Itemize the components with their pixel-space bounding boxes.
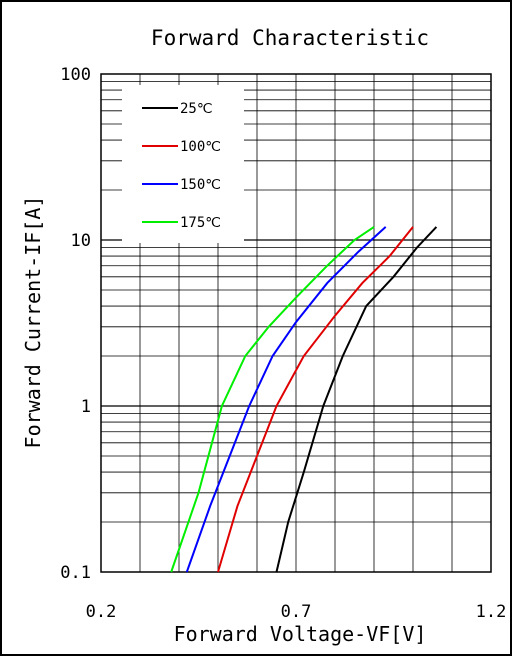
y-tick-label: 10: [71, 231, 91, 251]
y-axis-title: Forward Current-IF[A]: [21, 196, 45, 449]
series-line-3: [170, 226, 375, 573]
series-line-2: [185, 226, 387, 573]
x-axis-title: Forward Voltage-VF[V]: [174, 622, 427, 646]
legend-label-0: 25℃: [180, 101, 213, 117]
x-tick-label: 0.2: [86, 602, 117, 622]
x-tick-label: 0.7: [281, 602, 312, 622]
x-tick-label: 1.2: [476, 602, 507, 622]
series-lines: [170, 226, 438, 573]
grid: [101, 74, 491, 572]
legend-box: [122, 85, 244, 243]
legend: 25℃ 100℃ 150℃ 175℃: [122, 85, 244, 243]
plot-area: [100, 73, 492, 573]
series-line-1: [217, 226, 414, 573]
tick-labels: 0.2 0.7 1.2 0.1 1 10 100: [60, 65, 506, 622]
legend-label-3: 175℃: [180, 215, 221, 231]
legend-label-2: 150℃: [180, 177, 221, 193]
chart-title: Forward Characteristic: [151, 26, 429, 50]
y-tick-label: 0.1: [60, 563, 91, 583]
series-line-0: [275, 226, 438, 573]
y-tick-label: 1: [81, 397, 91, 417]
y-tick-label: 100: [60, 65, 91, 85]
legend-label-1: 100℃: [180, 139, 221, 155]
